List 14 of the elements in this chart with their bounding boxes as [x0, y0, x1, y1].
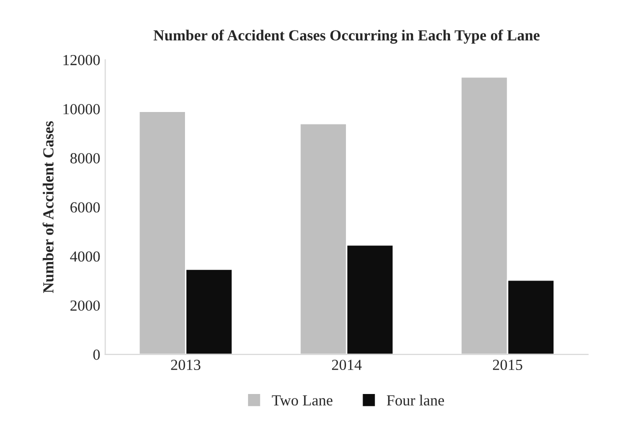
legend-label: Four lane [386, 394, 444, 406]
x-tick-label: 2013 [171, 360, 200, 370]
y-tick-label: 4000 [70, 251, 100, 262]
x-tick-label: 2014 [332, 360, 362, 370]
y-axis-title: Number of Accident Cases [42, 121, 54, 294]
y-tick-label: 8000 [70, 153, 100, 164]
chart-title: Number of Accident Cases Occurring in Each Type of Lane [154, 30, 540, 44]
y-tick-label: 12000 [64, 54, 100, 66]
x-tick-label: 2015 [492, 360, 522, 370]
y-tick-label: 6000 [70, 202, 100, 213]
y-tick-label: 0 [93, 350, 100, 360]
legend-label: Two Lane [272, 395, 332, 406]
y-tick-label: 10000 [64, 104, 100, 114]
y-tick-label: 2000 [70, 300, 100, 311]
